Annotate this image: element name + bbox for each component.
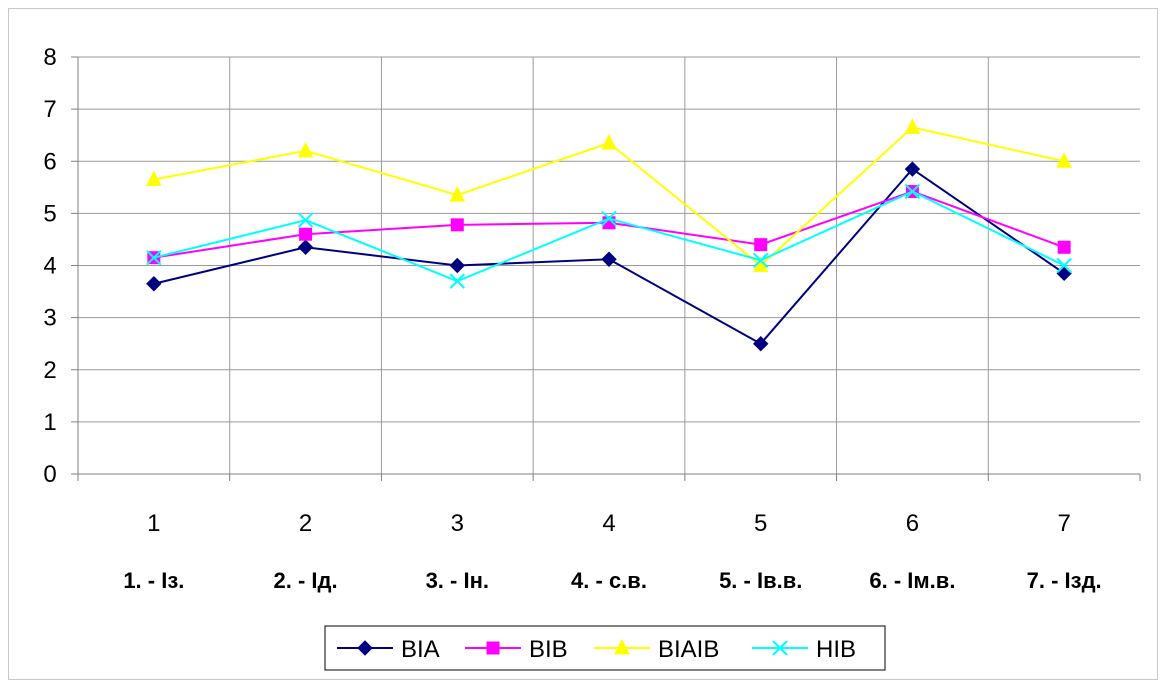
- legend-marker: [486, 641, 500, 655]
- data-point: [146, 249, 162, 266]
- gridlines: [78, 56, 1140, 474]
- x-tick-label: 7: [1057, 510, 1070, 537]
- y-tick-label: 2: [43, 357, 56, 384]
- legend-marker: [614, 638, 630, 655]
- y-tick-label: 1: [43, 409, 56, 436]
- x-tick-label: 5: [754, 510, 767, 537]
- data-point: [1057, 240, 1071, 254]
- data-point: [601, 133, 617, 150]
- data-point: [449, 257, 465, 274]
- legend-label: ВІАІВ: [658, 636, 719, 663]
- data-point: [299, 227, 313, 241]
- legend-item: НІВ: [752, 636, 856, 663]
- series-4: [146, 183, 1072, 289]
- data-point: [297, 212, 314, 228]
- x-tick-label: 1: [147, 510, 160, 537]
- y-tick-label: 8: [43, 44, 56, 71]
- legend-item: ВІВ: [465, 636, 568, 663]
- x-tick-label: 4: [602, 510, 615, 537]
- marker-x-stroke: [297, 212, 314, 228]
- data-point: [753, 335, 769, 352]
- legend: ВІА ВІВ ВІАІВ НІВ: [324, 625, 886, 671]
- marker-x-stroke: [1056, 257, 1072, 274]
- category-label: 7. - Ізд.: [1027, 568, 1102, 593]
- category-labels: 1. - Із. 2. - Ід. 3. - Ін. 4. - с.в. 5. - Ів…: [123, 568, 1101, 593]
- marker-x-stroke: [601, 210, 617, 227]
- data-point: [754, 238, 768, 252]
- y-tick-label: 6: [43, 148, 56, 175]
- legend-item: ВІАІВ: [594, 636, 719, 663]
- y-axis-tick-labels: 0 1 2 3 4 5 6 7 8: [43, 44, 56, 488]
- data-point: [449, 273, 465, 289]
- category-label: 1. - Із.: [123, 568, 184, 593]
- axes: [71, 56, 1141, 481]
- data-point: [146, 170, 162, 186]
- legend-marker: [357, 640, 373, 656]
- x-axis-tick-labels: 1 2 3 4 5 6 7: [147, 510, 1071, 537]
- data-point: [297, 239, 314, 255]
- y-tick-label: 3: [43, 305, 56, 332]
- y-tick-label: 0: [43, 461, 56, 488]
- data-point: [297, 141, 314, 158]
- legend-label: ВІВ: [529, 636, 568, 663]
- x-tick-label: 2: [299, 510, 312, 537]
- marker-x-stroke: [146, 249, 162, 266]
- legend-marker: [772, 640, 788, 656]
- data-point: [904, 118, 921, 134]
- marker-x-stroke: [753, 252, 769, 268]
- marker-x-stroke: [449, 273, 465, 289]
- data-point: [1056, 265, 1072, 282]
- category-label: 4. - с.в.: [571, 568, 647, 593]
- data-point: [449, 186, 466, 202]
- category-label: 3. - Ін.: [426, 568, 489, 593]
- y-tick-label: 4: [43, 253, 56, 280]
- chart-frame: [8, 8, 1158, 680]
- x-tick-label: 3: [451, 510, 464, 537]
- series-1: [146, 161, 1072, 352]
- legend-label: НІВ: [816, 636, 856, 663]
- y-tick-label: 7: [43, 96, 56, 123]
- marker-x-stroke: [772, 640, 788, 656]
- data-point: [1056, 152, 1072, 168]
- data-point: [753, 252, 769, 268]
- y-tick-label: 5: [43, 200, 56, 227]
- series-3: [146, 118, 1072, 272]
- data-point: [904, 161, 921, 177]
- category-label: 2. - Ід.: [274, 568, 338, 593]
- data-point: [601, 210, 617, 227]
- category-label: 5. - Ів.в.: [719, 568, 802, 593]
- category-label: 6. - Ім.в.: [869, 568, 955, 593]
- legend-item: ВІА: [337, 636, 440, 663]
- data-point: [450, 218, 464, 232]
- x-tick-label: 6: [906, 510, 919, 537]
- legend-label: ВІА: [401, 636, 440, 663]
- marker-x-stroke: [904, 183, 921, 200]
- data-point: [601, 251, 617, 267]
- data-point: [904, 183, 921, 200]
- data-point: [146, 276, 162, 292]
- data-series: [146, 118, 1072, 352]
- data-point: [1056, 257, 1072, 274]
